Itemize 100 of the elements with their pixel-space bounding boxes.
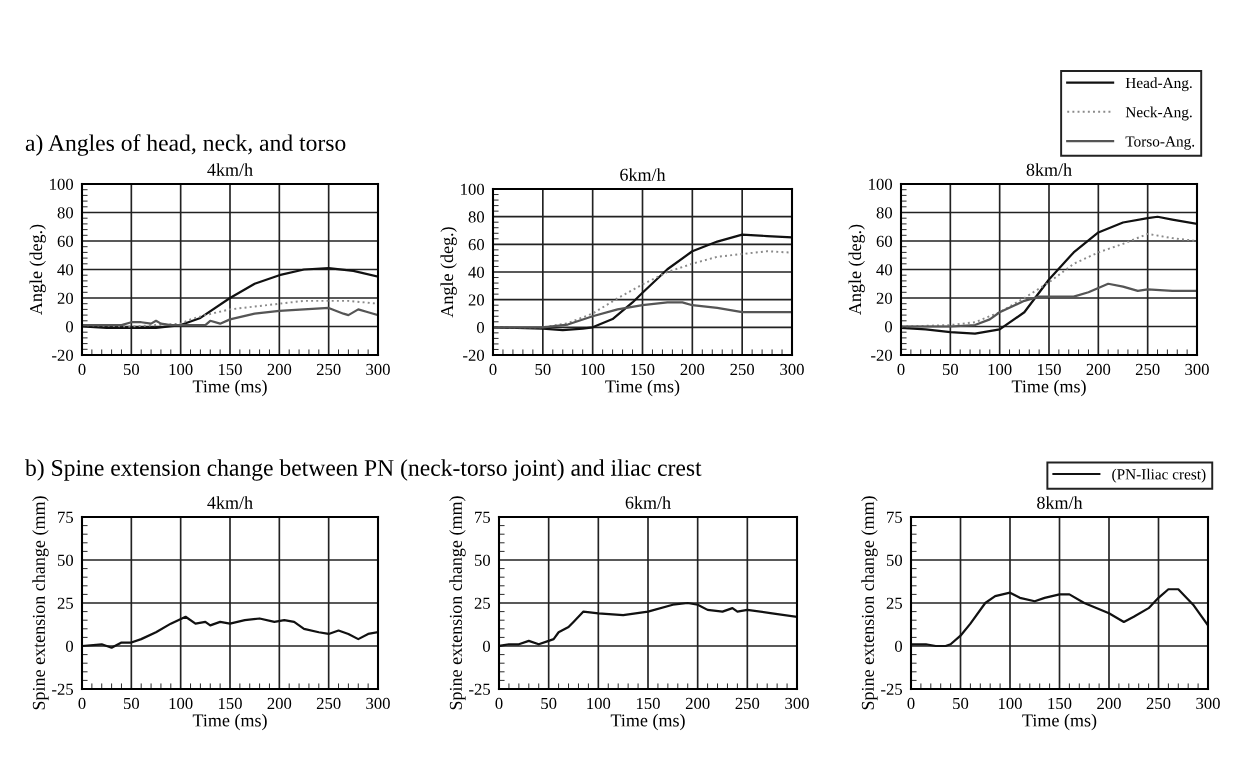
x-axis-title: Time (ms) xyxy=(1011,379,1086,397)
y-tick-label: 0 xyxy=(65,321,74,333)
x-tick-label: 50 xyxy=(123,697,140,710)
y-tick-label: -25 xyxy=(469,683,491,695)
chart-title: 8km/h xyxy=(1037,496,1083,509)
x-tick-label: 250 xyxy=(735,697,760,710)
y-tick-label: 80 xyxy=(57,207,74,219)
y-tick-label: -20 xyxy=(463,349,485,361)
y-tick-label: 60 xyxy=(468,239,485,251)
y-axis-title: Angle (deg.) xyxy=(848,224,865,315)
x-tick-label: 0 xyxy=(495,697,503,710)
x-axis-title: Time (ms) xyxy=(610,713,685,731)
x-tick-label: 200 xyxy=(1097,697,1121,710)
x-tick-label: 100 xyxy=(169,363,193,376)
y-tick-label: 50 xyxy=(886,554,903,566)
chart-title: 4km/h xyxy=(207,163,253,176)
y-tick-label: 20 xyxy=(876,292,893,304)
y-tick-label: 40 xyxy=(468,266,485,278)
x-tick-label: 250 xyxy=(730,363,755,376)
y-tick-label: 50 xyxy=(57,554,74,566)
legend-label: (PN-Iliac crest) xyxy=(1112,468,1206,483)
y-tick-label: 75 xyxy=(475,511,491,523)
legend-label: Neck-Ang. xyxy=(1125,106,1192,121)
y-tick-label: 0 xyxy=(482,640,491,652)
x-tick-label: 50 xyxy=(953,697,969,710)
y-axis-title: Angle (deg.) xyxy=(440,227,457,318)
x-tick-label: 0 xyxy=(907,697,915,710)
line-series xyxy=(901,215,1197,335)
y-tick-label: -20 xyxy=(871,349,893,361)
x-tick-label: 300 xyxy=(780,363,804,376)
x-tick-label: 150 xyxy=(218,697,242,710)
x-tick-label: 200 xyxy=(1086,363,1111,376)
chart-title: 4km/h xyxy=(207,496,253,509)
x-tick-label: 50 xyxy=(123,363,140,376)
x-tick-label: 250 xyxy=(316,697,341,710)
text: b) Spine extension change between PN (neck-torso joint) and iliac crest xyxy=(25,459,702,481)
x-tick-label: 300 xyxy=(785,697,809,710)
y-tick-label: 100 xyxy=(461,183,485,195)
x-tick-label: 100 xyxy=(988,363,1012,376)
y-tick-label: 60 xyxy=(876,235,893,247)
x-tick-label: 100 xyxy=(587,697,611,710)
y-tick-label: -25 xyxy=(52,683,74,695)
legend-label: Torso-Ang. xyxy=(1125,136,1195,150)
x-tick-label: 100 xyxy=(998,697,1022,710)
legend-label: Head-Ang. xyxy=(1125,77,1192,92)
y-tick-label: 25 xyxy=(886,597,903,609)
y-tick-label: 80 xyxy=(876,207,893,219)
x-tick-label: 150 xyxy=(636,697,660,710)
x-tick-label: 150 xyxy=(1048,697,1072,710)
y-axis-title: Spine extension change (mm) xyxy=(32,496,49,710)
x-tick-label: 50 xyxy=(541,697,557,710)
y-tick-label: 20 xyxy=(468,294,485,306)
chart-title: 6km/h xyxy=(620,168,666,181)
x-axis-title: Time (ms) xyxy=(1022,713,1097,731)
line-series xyxy=(82,306,378,327)
y-tick-label: 40 xyxy=(876,264,893,276)
y-tick-label: 20 xyxy=(57,292,74,304)
x-tick-label: 200 xyxy=(267,697,292,710)
y-tick-label: 75 xyxy=(887,511,903,523)
x-tick-label: 300 xyxy=(366,697,390,710)
x-tick-label: 150 xyxy=(631,363,655,376)
line-series xyxy=(901,282,1197,328)
line-series xyxy=(493,301,792,329)
y-tick-label: 0 xyxy=(884,321,893,333)
x-axis-title: Time (ms) xyxy=(605,379,680,397)
line-series xyxy=(82,615,378,649)
text: a) Angles of head, neck, and torso xyxy=(25,134,346,156)
x-axis-title: Time (ms) xyxy=(192,379,267,397)
x-tick-label: 100 xyxy=(581,363,605,376)
y-tick-label: 100 xyxy=(869,178,893,190)
line-series xyxy=(493,233,792,332)
x-tick-label: 200 xyxy=(680,363,705,376)
x-tick-label: 250 xyxy=(1146,697,1171,710)
y-axis-title: Spine extension change (mm) xyxy=(861,496,878,710)
line-series xyxy=(82,266,378,330)
y-tick-label: 0 xyxy=(476,322,485,334)
x-tick-label: 0 xyxy=(78,697,86,710)
x-tick-label: 150 xyxy=(218,363,242,376)
chart-title: 8km/h xyxy=(1026,163,1072,176)
chart-title: 6km/h xyxy=(625,496,671,509)
x-tick-label: 250 xyxy=(316,363,341,376)
x-tick-label: 100 xyxy=(169,697,193,710)
y-axis-title: Spine extension change (mm) xyxy=(449,496,466,710)
y-tick-label: 25 xyxy=(474,597,491,609)
y-tick-label: 50 xyxy=(474,554,491,566)
y-tick-label: -25 xyxy=(881,683,903,695)
x-tick-label: 300 xyxy=(1185,363,1209,376)
x-tick-label: 200 xyxy=(267,363,292,376)
x-tick-label: 300 xyxy=(366,363,390,376)
y-tick-label: 75 xyxy=(58,511,74,523)
y-tick-label: 0 xyxy=(65,640,74,652)
line-series xyxy=(911,588,1208,648)
x-tick-label: 300 xyxy=(1196,697,1220,710)
x-tick-label: 250 xyxy=(1135,363,1160,376)
x-tick-label: 50 xyxy=(942,363,959,376)
x-tick-label: 200 xyxy=(685,697,710,710)
y-tick-label: 40 xyxy=(57,264,74,276)
y-axis-title: Angle (deg.) xyxy=(29,224,46,315)
x-tick-label: 150 xyxy=(1037,363,1061,376)
line-series xyxy=(499,601,797,648)
